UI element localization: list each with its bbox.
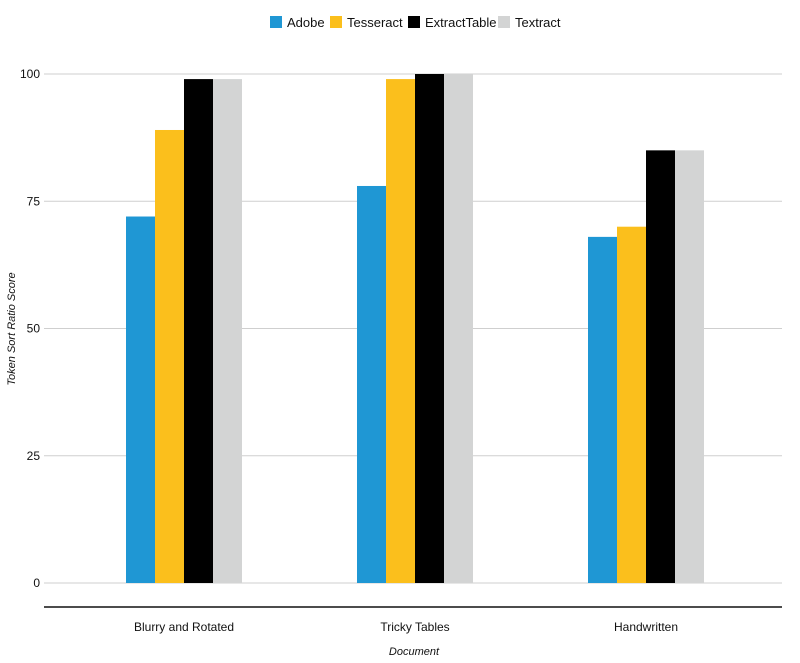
bar-extracttable-0	[184, 79, 213, 583]
legend-label-textract: Textract	[515, 15, 561, 30]
legend-swatch-extracttable	[408, 16, 420, 28]
y-tick-label: 100	[20, 67, 40, 81]
legend: Adobe Tesseract ExtractTable Textract	[270, 15, 561, 30]
bar-textract-1	[444, 74, 473, 583]
x-axis-ticks: Blurry and Rotated Tricky Tables Handwritt…	[134, 620, 678, 634]
x-tick-label: Tricky Tables	[380, 620, 449, 634]
y-tick-label: 0	[33, 576, 40, 590]
x-tick-label: Blurry and Rotated	[134, 620, 234, 634]
legend-swatch-textract	[498, 16, 510, 28]
bar-adobe-0	[126, 216, 155, 583]
bar-adobe-2	[588, 236, 617, 583]
bar-tesseract-2	[617, 226, 646, 583]
legend-label-extracttable: ExtractTable	[425, 15, 497, 30]
y-tick-label: 50	[27, 322, 41, 336]
y-tick-label: 75	[27, 194, 41, 208]
bar-textract-2	[675, 150, 704, 583]
legend-label-adobe: Adobe	[287, 15, 325, 30]
y-axis-ticks: 0 25 50 75 100	[20, 67, 40, 590]
bars	[126, 74, 704, 584]
x-axis-title: Document	[389, 646, 440, 658]
legend-label-tesseract: Tesseract	[347, 15, 403, 30]
y-tick-label: 25	[27, 449, 41, 463]
bar-tesseract-1	[386, 79, 415, 583]
bar-adobe-1	[357, 185, 386, 584]
legend-swatch-adobe	[270, 16, 282, 28]
x-tick-label: Handwritten	[614, 620, 678, 634]
bar-textract-0	[213, 79, 242, 583]
y-axis-title: Token Sort Ratio Score	[6, 272, 18, 385]
bar-extracttable-2	[646, 150, 675, 583]
bar-tesseract-0	[155, 129, 184, 584]
legend-swatch-tesseract	[330, 16, 342, 28]
bar-extracttable-1	[415, 74, 444, 583]
